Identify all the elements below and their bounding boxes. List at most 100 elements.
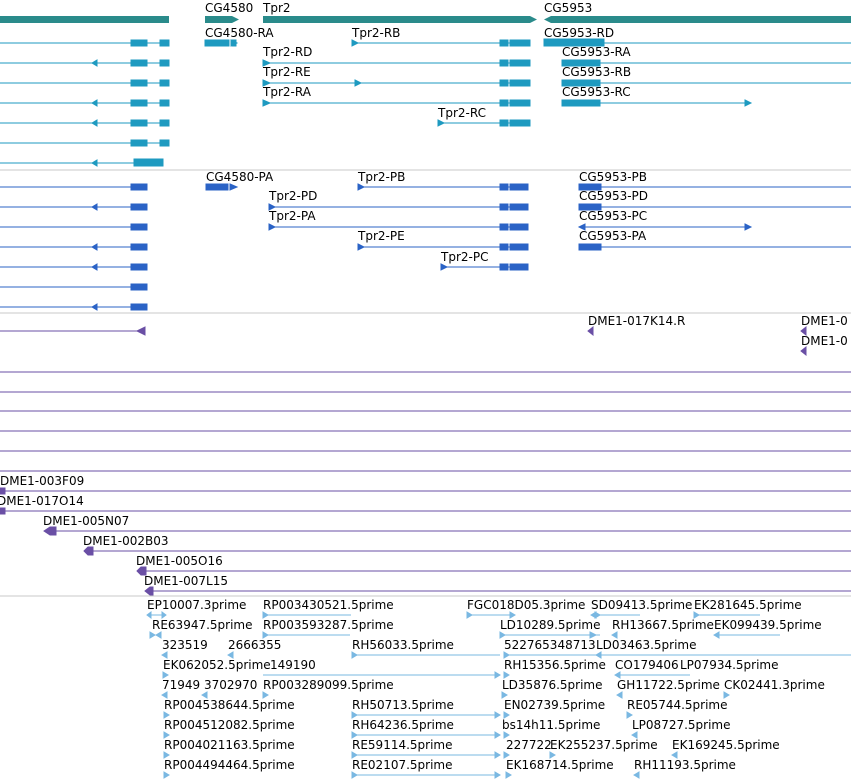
protein-feature[interactable] (268, 203, 529, 211)
transcript-feature[interactable] (543, 38, 851, 47)
protein-feature[interactable] (578, 243, 851, 251)
est-feature[interactable] (146, 611, 167, 619)
clone-feature[interactable] (136, 566, 851, 576)
est-feature[interactable] (611, 631, 618, 639)
transcript-feature[interactable] (0, 99, 170, 107)
gene-feature[interactable] (544, 16, 851, 23)
transcript-feature[interactable] (262, 79, 531, 87)
protein-feature[interactable] (0, 203, 148, 211)
est-feature[interactable] (351, 771, 501, 779)
protein-feature[interactable] (578, 203, 851, 211)
transcript-feature[interactable] (262, 59, 531, 67)
est-feature[interactable] (590, 611, 640, 619)
est-feature[interactable] (693, 611, 760, 619)
transcript-feature[interactable] (561, 79, 851, 87)
protein-feature[interactable] (0, 283, 148, 291)
est-feature[interactable] (163, 751, 170, 759)
clone-label: DME1-007L15 (144, 574, 228, 588)
transcript-feature[interactable] (0, 59, 170, 67)
clone-feature[interactable] (144, 586, 851, 596)
protein-feature[interactable] (577, 223, 753, 231)
transcript-feature[interactable] (561, 99, 753, 107)
gene-feature[interactable] (205, 16, 239, 23)
est-feature[interactable] (201, 691, 208, 699)
est-feature[interactable] (631, 731, 638, 739)
transcript-feature[interactable] (0, 139, 170, 147)
est-feature[interactable] (503, 671, 510, 679)
est-feature[interactable] (351, 731, 501, 739)
est-feature[interactable] (351, 751, 501, 759)
protein-feature[interactable] (0, 183, 148, 191)
transcript-feature[interactable] (437, 119, 531, 127)
protein-feature[interactable] (0, 263, 148, 271)
est-feature[interactable] (163, 711, 170, 719)
protein-feature[interactable] (357, 183, 529, 191)
protein-label: CG5953-PB (579, 170, 647, 184)
transcript-feature[interactable] (0, 119, 170, 127)
est-feature[interactable] (723, 691, 730, 699)
est-feature[interactable] (713, 631, 780, 639)
clone-feature[interactable] (800, 345, 807, 357)
est-feature[interactable] (149, 631, 162, 639)
transcript-label: Tpr2-RD (262, 45, 312, 59)
transcript-feature[interactable] (262, 99, 531, 107)
transcript-track-ra (0, 38, 851, 167)
est-feature[interactable] (262, 631, 350, 639)
protein-label: Tpr2-PB (357, 170, 405, 184)
clone-feature[interactable] (0, 487, 851, 495)
est-track (146, 611, 851, 779)
est-label: RE02107.5prime (352, 758, 453, 772)
est-feature[interactable] (262, 611, 351, 619)
est-feature[interactable] (163, 771, 170, 779)
est-feature[interactable] (503, 731, 510, 739)
protein-feature[interactable] (0, 303, 148, 311)
clone-track (0, 325, 851, 596)
transcript-feature[interactable] (0, 158, 164, 167)
est-feature[interactable] (227, 651, 234, 659)
est-feature[interactable] (263, 671, 501, 679)
est-feature[interactable] (262, 691, 269, 699)
protein-feature[interactable] (578, 183, 851, 191)
gene-feature[interactable] (263, 16, 537, 23)
est-feature[interactable] (549, 751, 556, 759)
protein-label: CG5953-PA (579, 229, 647, 243)
transcript-feature[interactable] (0, 39, 170, 47)
est-feature[interactable] (616, 691, 623, 699)
est-label: EK099439.5prime (714, 618, 822, 632)
clone-feature[interactable] (0, 507, 851, 515)
clone-feature[interactable] (587, 325, 594, 337)
est-feature[interactable] (503, 751, 510, 759)
est-feature[interactable] (499, 631, 600, 639)
clone-feature[interactable] (83, 546, 851, 556)
clone-feature[interactable] (0, 326, 146, 336)
est-feature[interactable] (351, 651, 500, 659)
est-feature[interactable] (671, 751, 678, 759)
clone-feature[interactable] (800, 325, 807, 337)
protein-feature[interactable] (268, 223, 529, 231)
est-feature[interactable] (614, 671, 690, 679)
est-feature[interactable] (503, 651, 851, 659)
protein-feature[interactable] (0, 243, 148, 251)
est-feature[interactable] (505, 771, 512, 779)
est-feature[interactable] (163, 731, 170, 739)
est-feature[interactable] (466, 611, 516, 619)
transcript-feature[interactable] (0, 79, 170, 87)
transcript-feature[interactable] (561, 59, 851, 67)
est-feature[interactable] (501, 691, 508, 699)
protein-feature[interactable] (205, 183, 239, 191)
transcript-feature[interactable] (351, 39, 531, 47)
protein-feature[interactable] (0, 223, 148, 231)
clone-feature[interactable] (43, 526, 851, 536)
gene-feature[interactable] (0, 16, 169, 23)
est-feature[interactable] (503, 711, 510, 719)
protein-feature[interactable] (440, 263, 529, 271)
transcript-feature[interactable] (204, 39, 239, 47)
est-feature[interactable] (161, 651, 168, 659)
est-feature[interactable] (351, 711, 501, 719)
est-feature[interactable] (162, 671, 169, 679)
est-feature[interactable] (626, 711, 633, 719)
protein-label: Tpr2-PE (357, 229, 405, 243)
protein-feature[interactable] (357, 243, 529, 251)
est-feature[interactable] (161, 691, 168, 699)
est-feature[interactable] (633, 771, 640, 779)
